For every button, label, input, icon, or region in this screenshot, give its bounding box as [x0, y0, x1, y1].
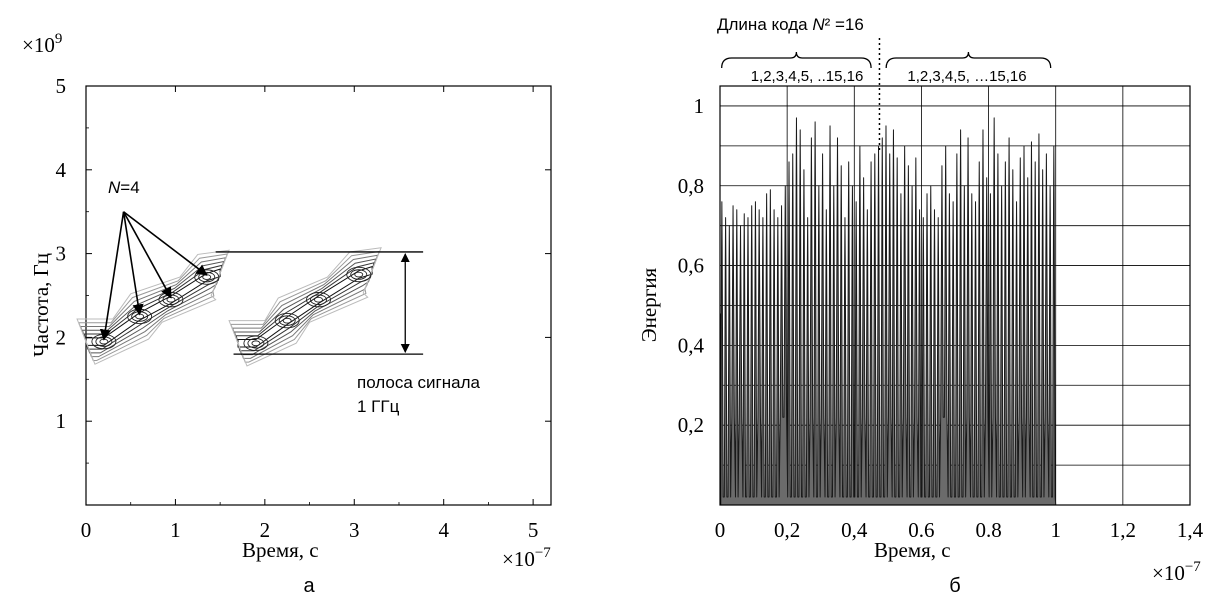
code-group-left-label: 1,2,3,4,5, ..15,16 — [751, 68, 864, 85]
panel-b-x-tick-label: 1 — [1050, 518, 1061, 542]
panel-a-x-tick-label: 5 — [528, 518, 539, 542]
contour-group — [76, 249, 230, 365]
contour-line — [76, 249, 230, 365]
panel-a-contours — [76, 247, 382, 367]
contour-line — [235, 262, 375, 352]
contour-peak — [99, 338, 109, 345]
contour-peak — [243, 335, 269, 351]
contour-group — [228, 247, 382, 367]
signal-band-annotation — [215, 251, 424, 355]
panel-a-x-tick-label: 2 — [260, 518, 271, 542]
contour-peak — [202, 274, 212, 280]
panel-b-x-tick-label: 1,4 — [1177, 518, 1204, 542]
panel-b-x-tick-label: 0.8 — [975, 518, 1001, 542]
signal-band-label-line1: полоса сигнала — [357, 373, 480, 392]
n-label-arrow — [122, 211, 172, 299]
panel-b-x-multiplier: ×10−7 — [1152, 559, 1201, 585]
code-group-right-label: 1,2,3,4,5, …15,16 — [907, 68, 1026, 85]
n-label-arrows — [99, 211, 208, 341]
panel-a-x-tick-label: 3 — [349, 518, 360, 542]
contour-peak — [314, 296, 323, 303]
energy-series-line — [719, 117, 1057, 506]
panel-b-chart: 0 0,2 0,4 0.6 0.8 1 1,2 1,4 0,2 0,4 0,6 0,8 1 Длина … — [637, 15, 1204, 597]
panel-b-y-tick-label: 1 — [694, 94, 705, 118]
panel-a-y-tick-label: 4 — [56, 158, 67, 182]
panel-b-y-tick-label: 0,6 — [678, 254, 704, 278]
contour-peak — [278, 315, 296, 326]
panel-a-x-axis-label: Время, с — [242, 538, 319, 562]
n-equals-4-label: N=4 — [108, 178, 140, 197]
panel-a-y-tick-label: 3 — [56, 242, 67, 266]
panel-a-x-tick-label: 4 — [438, 518, 449, 542]
code-group-brace — [721, 51, 872, 69]
panel-b-x-tick-label: 0 — [715, 518, 726, 542]
panel-b-x-axis-label: Время, с — [874, 538, 951, 562]
contour-peak — [251, 340, 261, 347]
panel-b-x-tick-label: 0.6 — [908, 518, 934, 542]
n-label-arrow — [122, 211, 144, 316]
code-group-brace — [885, 51, 1052, 69]
panel-a-y-multiplier: ×109 — [22, 31, 62, 57]
panel-a-x-multiplier: ×10−7 — [502, 545, 551, 571]
panel-a-chart: 0 1 2 3 4 5 1 2 3 4 5 ×109 ×10−7 Время, с Частота,… — [22, 31, 552, 597]
panel-a-x-tick-label: 0 — [81, 518, 92, 542]
contour-peak — [310, 294, 327, 305]
panel-b-y-axis-label: Энергия — [637, 267, 661, 342]
panel-a-y-tick-label: 1 — [56, 409, 67, 433]
panel-b-y-tick-label: 0,4 — [678, 333, 705, 357]
signal-band-label-line2: 1 ГГц — [357, 397, 400, 416]
panel-b-letter: б — [949, 575, 960, 597]
n-label-arrow — [99, 211, 125, 341]
panel-b-y-tick-label: 0,8 — [678, 174, 704, 198]
panel-b-grid — [720, 86, 1190, 505]
code-length-label: Длина кода N² =16 — [717, 15, 864, 34]
panel-b-x-tick-label: 0,4 — [841, 518, 868, 542]
panel-a-y-axis-label: Частота, Гц — [29, 253, 53, 357]
contour-peak — [282, 317, 292, 324]
panel-a-y-tick-label: 5 — [56, 74, 67, 98]
panel-a-letter: а — [303, 575, 315, 597]
panel-b-ticks: 0 0,2 0,4 0.6 0.8 1 1,2 1,4 0,2 0,4 0,6 0,8 1 — [678, 94, 1204, 542]
panel-b-x-tick-label: 0,2 — [774, 518, 800, 542]
panel-a-y-tick-label: 2 — [56, 325, 67, 349]
contour-peak — [274, 312, 300, 329]
contour-peak — [247, 338, 265, 349]
contour-peak — [346, 266, 372, 283]
contour-peak — [135, 313, 145, 320]
contour-line — [237, 265, 373, 348]
panel-a-ticks: 0 1 2 3 4 5 1 2 3 4 5 — [56, 74, 551, 542]
panel-b-x-tick-label: 1,2 — [1110, 518, 1136, 542]
panel-a-x-tick-label: 1 — [170, 518, 181, 542]
n-label-arrow — [123, 211, 208, 276]
contour-peak — [166, 296, 176, 303]
panel-b-plot-frame — [719, 85, 1191, 506]
contour-line — [228, 247, 382, 367]
contour-peak — [350, 269, 368, 280]
code-length-annotation — [721, 38, 1052, 150]
contour-peak — [354, 271, 364, 278]
contour-line — [231, 254, 379, 359]
panel-b-y-tick-label: 0,2 — [678, 413, 704, 437]
contour-peak — [306, 292, 331, 308]
panel-b-energy-series — [719, 117, 1057, 506]
